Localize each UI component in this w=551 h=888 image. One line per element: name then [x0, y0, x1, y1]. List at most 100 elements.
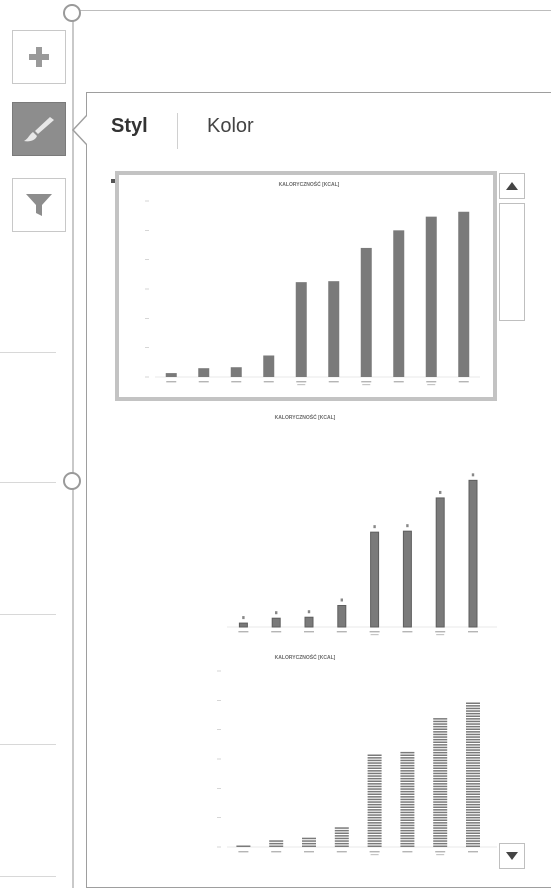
category-tick-label	[198, 381, 209, 383]
category-tick-label	[271, 851, 282, 853]
chart-bar-stripe	[433, 783, 448, 785]
category-tick-label	[166, 381, 177, 383]
chart-frame-left-edge	[72, 10, 74, 888]
brush-icon	[24, 117, 54, 142]
chart-styles-button[interactable]	[12, 102, 66, 156]
category-tick-label	[458, 381, 469, 383]
chart-bar-stripe	[367, 757, 382, 759]
chart-bar	[367, 754, 382, 847]
chart-bar-stripe	[466, 837, 480, 840]
chart-bar-stripe	[400, 790, 415, 793]
chart-bar-stripe	[466, 754, 480, 756]
chart-bar-stripe	[466, 759, 480, 762]
chart-bar-stripe	[334, 827, 349, 829]
chart-bar-stripe	[433, 718, 448, 720]
chart-title: KALORYCZNOŚĆ [KCAL]	[279, 180, 340, 188]
chart-style-option-1[interactable]: KALORYCZNOŚĆ [KCAL]	[115, 171, 497, 401]
chart-bar-stripe	[400, 824, 415, 827]
cell-gridline	[0, 876, 56, 877]
category-tick-label	[468, 631, 478, 633]
category-tick-label	[271, 631, 282, 633]
chart-bar-stripe	[400, 822, 415, 824]
chart-title: KALORYCZNOŚĆ [KCAL]	[275, 413, 336, 421]
chart-bar-stripe	[466, 705, 480, 707]
category-tick-label	[336, 631, 347, 633]
chart-bar-stripe	[400, 777, 415, 780]
tab-kolor[interactable]: Kolor	[207, 115, 254, 137]
chart-bar	[402, 530, 412, 628]
chart-bar-stripe	[269, 842, 284, 845]
chart-bar-stripe	[367, 780, 382, 782]
chart-bar	[337, 604, 347, 628]
chart-bar-stripe	[367, 827, 382, 829]
chart-bar-stripe	[367, 806, 382, 808]
chart-bar-stripe	[367, 803, 382, 806]
chart-resize-handle-middle[interactable]	[63, 472, 81, 490]
chart-bar-stripe	[302, 837, 316, 840]
category-tick-label	[427, 384, 436, 386]
chart-filters-button[interactable]	[12, 178, 66, 232]
data-label-mark	[242, 616, 245, 620]
chart-bar-stripe	[400, 806, 415, 808]
chart-bar	[466, 702, 480, 847]
tab-divider	[177, 113, 178, 149]
scrollbar-thumb[interactable]	[499, 203, 525, 321]
chart-bar-stripe	[433, 806, 448, 808]
chart-bar-stripe	[466, 702, 480, 704]
chart-bar-stripe	[433, 835, 448, 837]
chart-bar-stripe	[400, 803, 415, 806]
chart-bar	[425, 216, 437, 377]
chart-resize-handle-top[interactable]	[63, 4, 81, 22]
chart-bar-stripe	[466, 731, 480, 733]
chart-bar	[304, 616, 314, 628]
chart-bar-stripe	[400, 762, 415, 764]
chart-bar-stripe	[466, 715, 480, 717]
chart-bar	[230, 367, 242, 377]
chart-bar-stripe	[433, 796, 448, 798]
category-tick-label	[436, 634, 445, 636]
category-tick-label	[362, 384, 371, 386]
data-label-mark	[439, 490, 442, 494]
chart-bar-stripe	[466, 733, 480, 736]
chart-bar	[263, 355, 275, 377]
chart-bar-stripe	[400, 835, 415, 837]
chart-bar-stripe	[269, 845, 284, 847]
chart-bar-stripe	[466, 824, 480, 827]
chart-bar-stripe	[367, 822, 382, 824]
chart-bar-stripe	[400, 827, 415, 829]
cell-gridline	[0, 352, 56, 353]
scroll-down-button[interactable]	[499, 843, 525, 869]
data-label-mark	[275, 611, 278, 615]
chart-bar-stripe	[466, 767, 480, 769]
tab-styl[interactable]: Styl	[111, 115, 148, 137]
category-tick-label	[238, 851, 249, 853]
chart-bar-stripe	[400, 764, 415, 767]
chart-bar-stripe	[400, 775, 415, 777]
chart-bar-stripe	[367, 798, 382, 801]
chart-bar-stripe	[367, 785, 382, 788]
chart-style-option-3[interactable]: KALORYCZNOŚĆ [KCAL]	[127, 649, 497, 879]
chart-bar	[393, 230, 405, 377]
category-tick-label	[361, 381, 372, 383]
category-tick-label	[436, 854, 445, 856]
chart-bar-stripe	[334, 837, 349, 840]
chart-bar	[360, 247, 372, 377]
chart-bar	[295, 282, 307, 377]
chart-bar-stripe	[466, 783, 480, 785]
category-tick-label	[370, 634, 379, 636]
chart-bar-stripe	[466, 788, 480, 790]
chart-bar-stripe	[466, 751, 480, 754]
chart-style-option-2[interactable]: KALORYCZNOŚĆ [KCAL]	[127, 405, 497, 645]
chart-bar	[468, 479, 478, 628]
popup-pointer-inner	[74, 115, 88, 145]
chart-bar-stripe	[466, 757, 480, 759]
chart-bar-stripe	[433, 824, 448, 827]
scroll-up-button[interactable]	[499, 173, 525, 199]
chart-bar-stripe	[400, 845, 415, 847]
chart-bar-stripe	[433, 746, 448, 749]
chart-bar-stripe	[367, 814, 382, 816]
chart-bar-stripe	[400, 801, 415, 803]
chart-bar-stripe	[433, 845, 448, 847]
chart-elements-button[interactable]	[12, 30, 66, 84]
chart-bar-stripe	[400, 837, 415, 840]
